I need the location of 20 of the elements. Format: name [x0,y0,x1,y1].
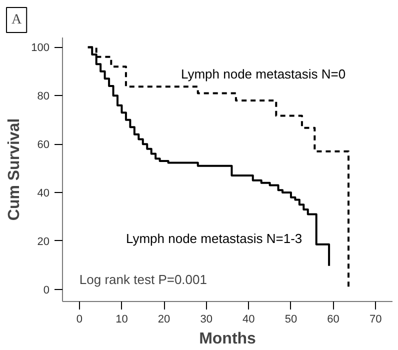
series-label: Lymph node metastasis N=1-3 [126,231,302,246]
y-tick-label: 60 [37,139,50,152]
x-axis-title: Months [199,330,256,348]
x-tick-label: 30 [200,314,212,326]
x-tick-label: 10 [116,314,128,326]
annotation: Log rank test P=0.001 [79,272,207,288]
y-tick-label: 40 [37,188,50,200]
x-tick-label: 40 [242,314,255,326]
x-tick-label: 20 [158,314,170,326]
y-tick-label: 80 [37,90,50,103]
y-axis-title: Cum Survival [6,118,24,221]
x-tick-label: 50 [284,314,298,326]
x-tick-label: 60 [327,314,340,326]
y-tick-label: 0 [43,284,50,296]
y-tick-label: 20 [37,236,50,248]
series-label: Lymph node metastasis N=0 [180,66,346,82]
x-tick-label: 0 [76,314,82,326]
y-tick-label: 100 [31,42,50,54]
text: A [12,12,22,28]
x-tick-label: 70 [369,314,382,326]
